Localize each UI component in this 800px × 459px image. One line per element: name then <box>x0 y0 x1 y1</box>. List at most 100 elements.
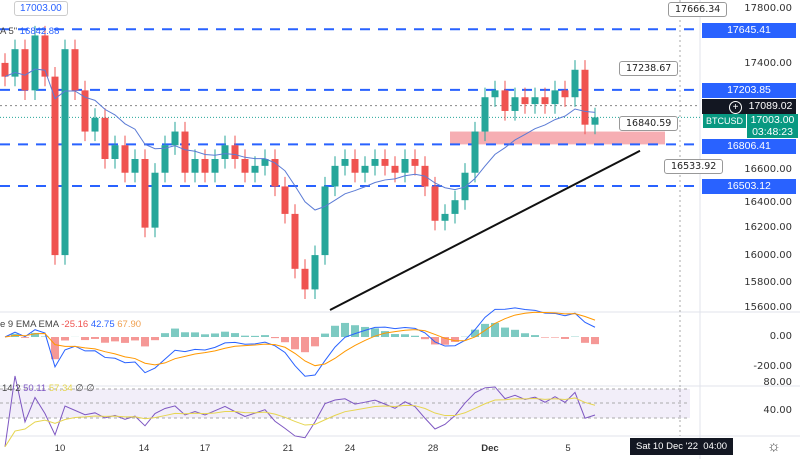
last-price-tag: 17003.00 03:48:23 <box>747 114 798 138</box>
symbol-tag: BTCUSD <box>703 114 747 128</box>
macd-histogram-bar <box>231 333 239 337</box>
candle <box>221 145 229 159</box>
ma-label: A 5" <box>0 26 18 37</box>
candle <box>191 159 199 173</box>
candle <box>71 49 79 91</box>
rsi-value: 50.11 <box>23 383 47 394</box>
price-tick: 15800.00 <box>744 277 792 288</box>
level-tag: 17645.41 <box>702 23 796 38</box>
macd-histogram-bar <box>561 337 569 339</box>
price-tick: 16200.00 <box>744 222 792 233</box>
macd-histogram-bar <box>401 334 409 337</box>
price-callout[interactable]: 16840.59 <box>619 116 679 131</box>
macd-histogram-bar <box>221 331 229 337</box>
settings-gear-icon[interactable]: ☼ <box>767 438 781 455</box>
macd-histogram-bar <box>191 332 199 337</box>
price-tick: 15600.00 <box>744 302 792 313</box>
macd-tick: -200.00 <box>753 361 792 372</box>
macd-histogram-bar <box>281 337 289 343</box>
macd-histogram-bar <box>311 337 319 347</box>
macd-histogram-bar <box>581 337 589 343</box>
candle <box>291 213 299 269</box>
macd-histogram-bar <box>141 337 149 347</box>
add-alert-plus-icon[interactable]: + <box>729 101 742 114</box>
bar-countdown: 03:48:23 <box>752 126 793 138</box>
macd-histogram-bar <box>351 325 359 337</box>
candle <box>381 159 389 166</box>
macd-histogram-bar <box>441 337 449 345</box>
macd-histogram-bar <box>81 337 89 341</box>
macd-signal-value: 67.90 <box>117 319 142 330</box>
level-tag: 16806.41 <box>702 139 796 154</box>
last-price: 17003.00 <box>750 114 795 126</box>
rsi-legend: 14 2 50.11 57.34 ∅ ∅ <box>2 383 94 394</box>
macd-histogram-bar <box>161 333 169 337</box>
candle <box>451 200 459 214</box>
macd-histogram-bar <box>471 329 479 337</box>
time-tick: 28 <box>427 443 439 454</box>
candle <box>181 131 189 173</box>
macd-histogram-bar <box>61 337 69 341</box>
candle <box>41 35 49 77</box>
macd-tick: 0.00 <box>769 331 792 342</box>
candle <box>131 159 139 173</box>
candle <box>491 90 499 98</box>
candle <box>81 90 89 132</box>
candle <box>111 145 119 159</box>
candle <box>91 117 99 132</box>
time-tick: 24 <box>344 443 356 454</box>
candle <box>1 62 9 77</box>
candle <box>321 186 329 256</box>
price-tick: 17800.00 <box>744 3 792 14</box>
crosshair-date-tag: Sat 10 Dec '22 04:00 <box>630 438 734 455</box>
candle <box>551 90 559 105</box>
rsi-ma-value: 57.34 <box>48 383 73 394</box>
candle <box>311 255 319 290</box>
candle <box>331 165 339 187</box>
macd-histogram-bar <box>501 327 509 337</box>
candle <box>571 69 579 98</box>
macd-legend: e 9 EMA EMA -25.16 42.75 67.90 <box>0 319 141 330</box>
macd-histogram-bar <box>541 337 549 338</box>
macd-histogram-bar <box>411 335 419 337</box>
candle <box>101 117 109 159</box>
candle <box>561 90 569 98</box>
time-tick: 17 <box>199 443 211 454</box>
rsi-tick: 40.00 <box>763 405 792 416</box>
macd-histogram-bar <box>371 328 379 337</box>
price-callout[interactable]: 17238.67 <box>619 61 679 76</box>
price-tick: 17400.00 <box>744 58 792 69</box>
macd-histogram-bar <box>511 329 519 337</box>
price-callout[interactable]: 16533.92 <box>664 159 724 174</box>
candle <box>241 159 249 173</box>
candle <box>161 145 169 173</box>
macd-histogram-bar <box>321 333 329 337</box>
candle <box>151 172 159 228</box>
macd-signal-line <box>4 311 596 367</box>
candle <box>431 186 439 221</box>
price-callout[interactable]: 17666.34 <box>668 2 728 17</box>
ma-value: 16842.88 <box>19 26 60 37</box>
macd-histogram-bar <box>111 337 119 342</box>
macd-value: 42.75 <box>90 319 115 330</box>
candle <box>391 165 399 173</box>
candle <box>211 159 219 173</box>
candle <box>301 268 309 290</box>
macd-histogram-bar <box>101 337 109 343</box>
candle <box>271 159 279 187</box>
candle <box>521 97 529 105</box>
candle <box>11 49 19 77</box>
candle <box>591 117 599 125</box>
candle <box>541 97 549 105</box>
time-tick: 5 <box>565 443 571 454</box>
macd-histogram-bar <box>451 337 459 342</box>
candle <box>361 165 369 173</box>
candle <box>281 186 289 214</box>
candle <box>511 97 519 111</box>
candle <box>201 159 209 173</box>
candle <box>261 159 269 166</box>
time-tick: 21 <box>282 443 294 454</box>
macd-histogram-bar <box>301 337 309 353</box>
rsi-ma-line <box>4 397 596 448</box>
